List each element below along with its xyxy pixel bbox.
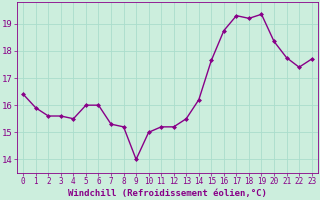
X-axis label: Windchill (Refroidissement éolien,°C): Windchill (Refroidissement éolien,°C) (68, 189, 267, 198)
